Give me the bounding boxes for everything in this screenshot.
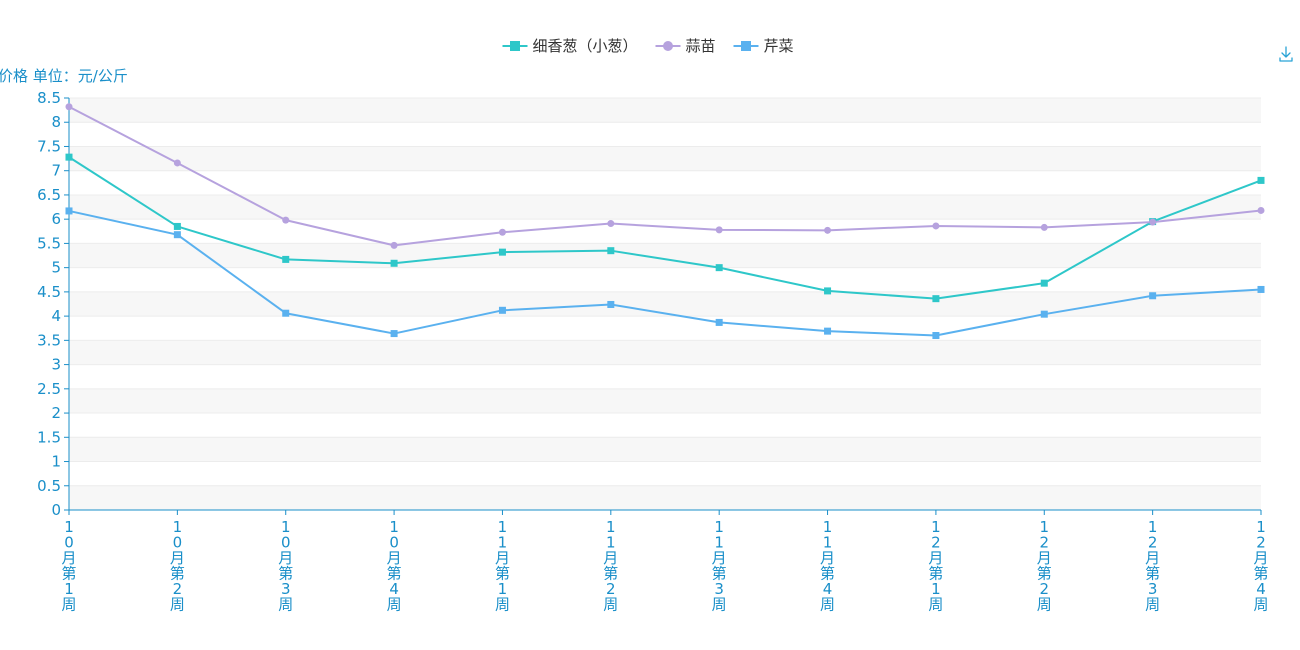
series-line <box>68 156 1262 300</box>
x-tick-label: 1 2 月第 1 周 <box>928 518 943 614</box>
x-axis: 1 0 月第 1 周 1 0 月第 2 周 1 0 月第 3 周 1 0 月第 4 周 1 1 月第 1 周 1 1 月第 2 周 1 1 月第… <box>61 509 1269 614</box>
grid-band <box>69 388 1261 414</box>
legend-marker <box>741 41 752 51</box>
data-point <box>932 332 940 340</box>
data-point <box>498 228 506 236</box>
y-tick-label: 7.5 <box>37 137 61 155</box>
series-line <box>68 105 1262 247</box>
data-point <box>607 247 615 255</box>
x-tick-label: 1 2 月第 3 周 <box>1145 518 1160 614</box>
data-point <box>390 241 398 249</box>
data-point <box>715 226 723 234</box>
x-tick-label: 1 0 月第 1 周 <box>61 518 76 614</box>
data-point <box>1040 279 1048 287</box>
y-tick-label: 2.5 <box>37 380 61 398</box>
data-point <box>282 255 290 263</box>
data-point <box>173 222 181 230</box>
y-tick-label: 3 <box>51 356 61 374</box>
grid-band <box>69 437 1261 462</box>
data-point <box>65 153 73 161</box>
data-point <box>390 259 398 267</box>
y-tick-label: 1 <box>51 453 61 471</box>
grid-band <box>69 340 1261 365</box>
grid-band <box>69 485 1261 510</box>
data-point <box>1040 223 1048 231</box>
data-point <box>715 264 723 272</box>
series-line <box>68 209 1262 337</box>
x-tick-label: 1 1 月第 3 周 <box>712 518 727 614</box>
data-point <box>282 309 290 317</box>
data-point <box>824 226 832 234</box>
grid-lines <box>69 97 1261 487</box>
data-point <box>1040 310 1048 318</box>
data-point <box>607 220 615 228</box>
y-tick-label: 2 <box>51 404 61 422</box>
y-tick-label: 8 <box>51 113 61 131</box>
legend-label[interactable]: 芹菜 <box>764 37 794 55</box>
y-axis: 0 0.5 1 1.5 2 2.5 3 3.5 4 4.5 5 5.5 6 6.5 7 7.5 8 8.5 <box>37 89 70 519</box>
data-point <box>1149 292 1157 300</box>
y-tick-label: 3.5 <box>37 331 61 349</box>
data-point <box>173 159 181 167</box>
data-point <box>607 300 615 308</box>
data-point <box>1149 218 1157 226</box>
data-point <box>498 248 506 256</box>
data-point <box>498 306 506 314</box>
x-tick-label: 1 0 月第 4 周 <box>387 518 402 614</box>
data-point <box>932 222 940 230</box>
y-axis-label: 价格 单位：元/公斤 <box>0 67 128 85</box>
y-tick-label: 6 <box>51 210 61 228</box>
legend-marker <box>509 41 520 51</box>
y-tick-label: 4.5 <box>37 283 61 301</box>
data-point <box>65 207 73 215</box>
data-point <box>1257 176 1265 184</box>
grid-bands <box>69 98 1261 510</box>
grid-band <box>69 146 1261 171</box>
legend[interactable]: 细香葱（小葱） 蒜苗 芹菜 <box>502 37 794 55</box>
x-tick-label: 1 2 月第 2 周 <box>1037 518 1052 614</box>
data-point <box>173 231 181 239</box>
y-tick-label: 0 <box>51 501 61 519</box>
data-point <box>824 327 832 335</box>
x-tick-label: 1 1 月第 4 周 <box>820 518 835 614</box>
grid-band <box>69 194 1261 220</box>
x-tick-label: 1 0 月第 2 周 <box>170 518 185 614</box>
y-tick-label: 6.5 <box>37 186 61 204</box>
y-tick-label: 5.5 <box>37 234 61 252</box>
data-point <box>282 216 290 224</box>
legend-label[interactable]: 蒜苗 <box>686 37 716 55</box>
y-tick-label: 0.5 <box>37 477 61 495</box>
y-tick-label: 4 <box>51 307 61 325</box>
series-markers <box>65 103 1265 340</box>
data-point <box>824 287 832 295</box>
data-point <box>1257 285 1265 293</box>
series-lines <box>68 105 1262 337</box>
y-tick-label: 8.5 <box>37 89 61 107</box>
grid-band <box>69 98 1261 123</box>
x-tick-label: 1 0 月第 3 周 <box>278 518 293 614</box>
download-icon[interactable] <box>1279 46 1293 62</box>
y-tick-label: 5 <box>51 259 61 277</box>
y-tick-label: 7 <box>51 162 61 180</box>
data-point <box>1257 206 1265 214</box>
data-point <box>65 103 73 111</box>
data-point <box>390 330 398 338</box>
data-point <box>715 318 723 326</box>
legend-label[interactable]: 细香葱（小葱） <box>532 37 637 55</box>
x-tick-label: 1 1 月第 2 周 <box>603 518 618 614</box>
x-tick-label: 1 2 月第 4 周 <box>1253 518 1268 614</box>
grid-band <box>69 243 1261 268</box>
data-point <box>932 295 940 303</box>
x-tick-label: 1 1 月第 1 周 <box>495 518 510 614</box>
y-tick-label: 1.5 <box>37 428 61 446</box>
legend-marker <box>663 41 674 51</box>
